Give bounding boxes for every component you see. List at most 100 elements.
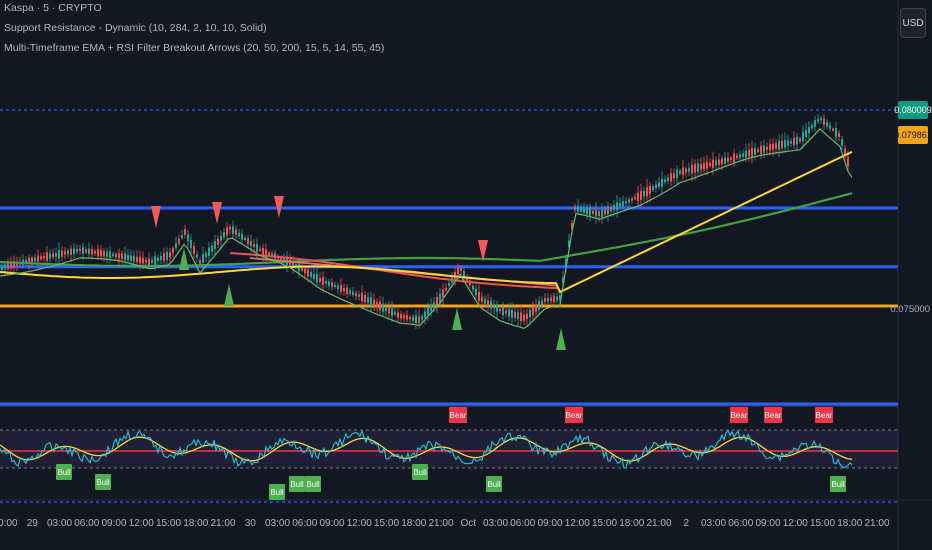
candle-body (196, 254, 198, 258)
ema-50-line (0, 150, 853, 294)
x-tick-label: 06:00 (728, 518, 753, 529)
candle-body (502, 306, 504, 315)
candle-body (61, 250, 63, 257)
bull-arrow-0 (179, 248, 189, 270)
x-tick-label: 29 (27, 518, 39, 529)
x-tick-label: 18:00 (183, 518, 208, 529)
candle-body (325, 280, 327, 284)
currency-button[interactable]: USD (900, 8, 926, 38)
candle-body (514, 311, 516, 318)
candle-body (25, 259, 27, 264)
candle-body (385, 306, 387, 312)
x-tick-label: 18:00 (837, 518, 862, 529)
x-tick-label: 12:00 (129, 518, 154, 529)
indicator-legend-support-resistance[interactable]: Support Resistance - Dynamic (10, 284, 2… (4, 22, 267, 34)
candle-body (571, 223, 573, 229)
candle-body (544, 298, 546, 302)
candle-body (217, 238, 219, 245)
candle-body (364, 295, 366, 302)
candle-body (733, 153, 735, 163)
candle-body (103, 250, 105, 257)
candle-body (82, 247, 84, 254)
candle-body (532, 306, 534, 316)
candle-body (718, 159, 720, 166)
candle-body (253, 244, 255, 248)
candle-body (271, 253, 273, 256)
candle-body (292, 260, 294, 267)
x-tick-label: 21:00 (210, 518, 235, 529)
bear-label: Bear (565, 407, 583, 423)
candle-body (373, 299, 375, 307)
bear-arrow-1 (212, 202, 222, 224)
candle-body (826, 122, 828, 127)
candle-body (160, 256, 162, 261)
candle-body (376, 302, 378, 307)
candle-body (691, 164, 693, 174)
candle-body (157, 257, 159, 261)
candle-body (37, 255, 39, 262)
candle-body (766, 146, 768, 150)
candle-body (151, 259, 153, 264)
candle-body (124, 253, 126, 261)
x-tick-label: 12:00 (347, 518, 372, 529)
candle-body (100, 249, 102, 257)
candle-body (598, 211, 600, 217)
x-tick-label: 09:00 (101, 518, 126, 529)
svg-text:Bear: Bear (731, 411, 748, 420)
candle-body (616, 202, 618, 211)
candle-body (199, 260, 201, 264)
candle-body (460, 268, 462, 271)
candle-body (787, 140, 789, 146)
candle-body (661, 178, 663, 187)
candle-body (706, 161, 708, 169)
candle-body (169, 252, 171, 258)
candle-body (442, 289, 444, 298)
rsi-line (0, 429, 853, 469)
candle-body (349, 289, 351, 295)
candle-body (490, 300, 492, 309)
candle-body (4, 264, 6, 270)
bull-label: Bull (486, 476, 502, 492)
candle-body (76, 249, 78, 253)
candle-body (355, 292, 357, 297)
candle-body (649, 186, 651, 194)
candle-body (808, 127, 810, 134)
svg-text:Bull: Bull (413, 468, 427, 477)
candle-body (505, 310, 507, 314)
candle-body (388, 307, 390, 314)
symbol-legend[interactable]: Kaspa · 5 · CRYPTO (4, 2, 102, 14)
candle-body (838, 133, 840, 137)
candle-body (445, 287, 447, 291)
candle-body (487, 300, 489, 306)
candle-body (235, 229, 237, 236)
bear-arrow-0 (151, 206, 161, 228)
candle-body (379, 301, 381, 311)
bull-arrow-3 (556, 328, 566, 350)
candle-body (796, 136, 798, 145)
candle-body (391, 308, 393, 316)
candle-body (40, 256, 42, 260)
ema-50-bear-line (229, 252, 559, 290)
candle-body (448, 283, 450, 286)
candle-body (238, 232, 240, 237)
candle-body (175, 243, 177, 249)
candle-body (646, 187, 648, 197)
candle-body (31, 257, 33, 263)
candle-body (835, 127, 837, 137)
rsi-band (0, 430, 898, 468)
candle-body (70, 248, 72, 255)
candle-body (751, 148, 753, 157)
x-tick-label: 2 (683, 518, 689, 529)
candle-body (397, 312, 399, 318)
indicator-legend-ema-rsi[interactable]: Multi-Timeframe EMA + RSI Filter Breakou… (4, 42, 385, 54)
candle-body (484, 298, 486, 304)
candle-body (415, 315, 417, 324)
candle-body (682, 167, 684, 176)
candle-body (412, 316, 414, 321)
candle-body (610, 206, 612, 212)
bull-label: Bull (412, 464, 428, 480)
candle-body (94, 251, 96, 254)
candle-body (130, 255, 132, 261)
candle-body (334, 284, 336, 288)
